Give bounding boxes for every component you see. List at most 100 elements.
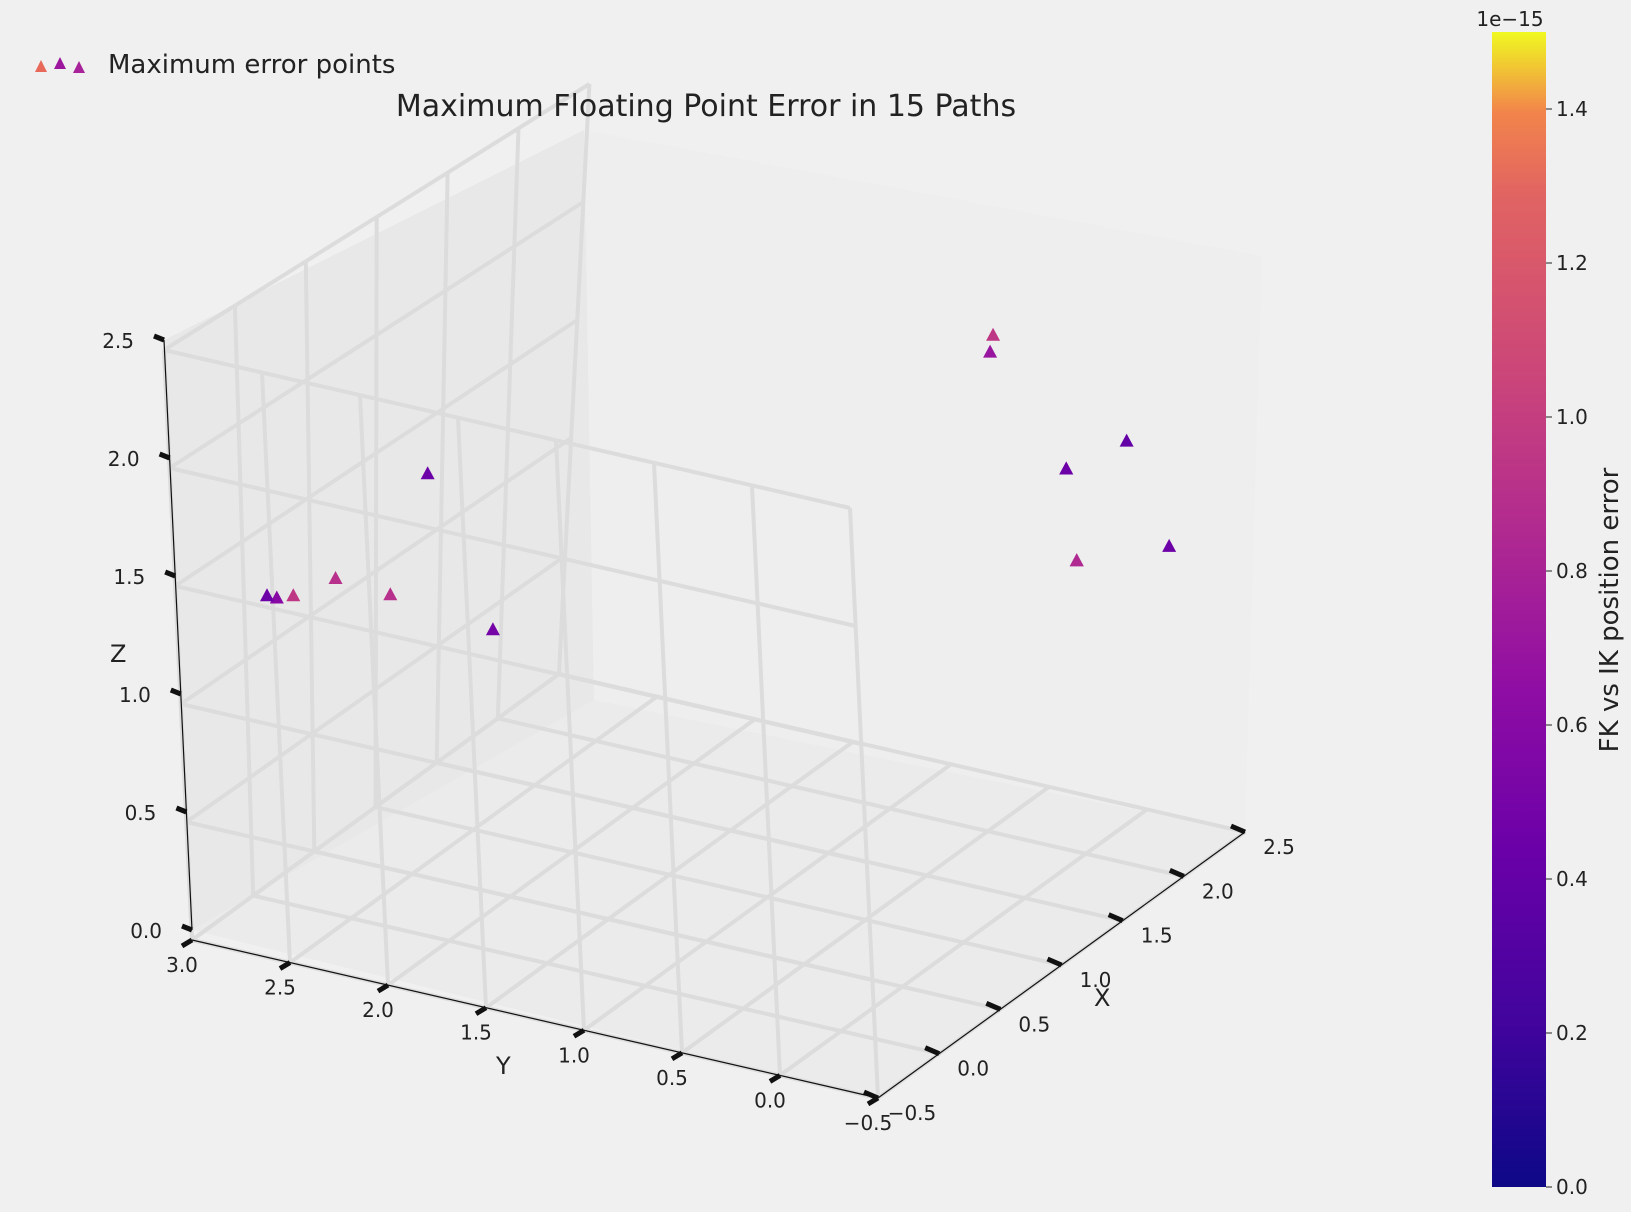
grid-floor-x bbox=[375, 805, 1062, 967]
x-axis-tick-label: 0.0 bbox=[957, 1057, 989, 1081]
z-axis-line bbox=[163, 339, 193, 931]
grid-back-z bbox=[179, 436, 573, 706]
z-axis-tick-label: 1.5 bbox=[113, 565, 145, 589]
z-axis-tick bbox=[169, 687, 182, 697]
data-point bbox=[986, 327, 1001, 341]
x-axis-tick bbox=[924, 1045, 941, 1056]
z-axis-tick-label: 2.5 bbox=[102, 329, 134, 353]
legend-marker-3 bbox=[73, 61, 85, 73]
z-axis-tick-label: 1.0 bbox=[119, 683, 151, 707]
axes-panes bbox=[164, 130, 1262, 1098]
grid-back-x bbox=[495, 128, 521, 719]
data-point bbox=[1119, 433, 1134, 447]
grid-left-z bbox=[174, 584, 862, 746]
legend-marker-2 bbox=[54, 57, 66, 69]
grid-floor-y bbox=[288, 694, 659, 965]
y-axis-tick-label: 2.0 bbox=[362, 998, 394, 1022]
grid-back-z bbox=[190, 672, 561, 942]
colorbar-tick-label: 0.6 bbox=[1556, 713, 1588, 737]
y-axis-tick-label: 1.5 bbox=[460, 1021, 492, 1045]
colorbar: 1e−15 0.0 0.2 0.4 0.6 0.8 1.0 1.2 1.4 FK vs IK … bbox=[1476, 7, 1625, 1199]
grid-back-z bbox=[168, 200, 585, 470]
z-axis-tick-label: 0.0 bbox=[130, 919, 162, 943]
y-axis-tick bbox=[376, 982, 390, 994]
grid-left-y bbox=[652, 462, 684, 1053]
y-axis-label: Y bbox=[495, 1052, 511, 1080]
grid-left-y bbox=[848, 507, 880, 1099]
grid-floor-x bbox=[497, 716, 1185, 879]
grid-back-z bbox=[162, 82, 591, 352]
y-axis-tick-label: −0.5 bbox=[844, 1111, 893, 1135]
grid-back-x bbox=[303, 261, 317, 852]
axis-ticks: −0.5 0.0 0.5 1.0 1.5 2.0 2.5 −0.5 0.0 0.5 1.0 1.5 2.… bbox=[102, 329, 1295, 1135]
y-axis-tick bbox=[866, 1095, 880, 1107]
grid-left-y bbox=[554, 440, 586, 1031]
grid-left-z bbox=[163, 348, 851, 510]
z-axis-label: Z bbox=[110, 640, 126, 668]
x-axis-tick bbox=[1046, 956, 1063, 968]
z-axis-tick-label: 2.0 bbox=[108, 447, 140, 471]
z-axis-tick bbox=[153, 333, 165, 343]
x-axis-label: X bbox=[1094, 984, 1110, 1012]
data-point bbox=[286, 588, 301, 602]
grid-left-z bbox=[169, 466, 857, 628]
grid-back-z bbox=[174, 318, 579, 588]
chart-title: Maximum Floating Point Error in 15 Paths bbox=[396, 89, 1016, 124]
data-point bbox=[1162, 538, 1177, 552]
grid-left-z bbox=[185, 820, 873, 982]
y-axis-tick bbox=[670, 1050, 684, 1062]
colorbar-gradient bbox=[1492, 32, 1546, 1187]
y-axis-tick-label: 3.0 bbox=[166, 953, 198, 977]
x-axis-tick bbox=[1168, 868, 1185, 879]
z-axis-tick bbox=[181, 923, 193, 933]
y-axis-tick-label: 1.0 bbox=[558, 1043, 590, 1067]
colorbar-tick-label: 1.2 bbox=[1556, 251, 1588, 275]
colorbar-tick-label: 1.4 bbox=[1556, 97, 1588, 121]
colorbar-tick-label: 0.0 bbox=[1556, 1175, 1588, 1199]
colorbar-tick-label: 0.8 bbox=[1556, 559, 1588, 583]
y-axis-tick-label: 2.5 bbox=[264, 976, 296, 1000]
back-pane bbox=[584, 130, 1262, 832]
x-axis-tick-label: 2.0 bbox=[1202, 879, 1234, 903]
colorbar-tick-label: 0.4 bbox=[1556, 867, 1588, 891]
z-axis-tick-label: 0.5 bbox=[125, 801, 157, 825]
y-axis-line bbox=[191, 939, 879, 1099]
colorbar-ticks: 0.0 0.2 0.4 0.6 0.8 1.0 1.2 1.4 bbox=[1546, 97, 1588, 1199]
y-axis-tick bbox=[572, 1028, 586, 1039]
colorbar-tick-label: 1.0 bbox=[1556, 405, 1588, 429]
grid-back-z bbox=[185, 554, 567, 824]
z-axis-tick bbox=[158, 451, 171, 461]
grid-left-z bbox=[180, 702, 868, 864]
x-axis-tick bbox=[985, 1001, 1002, 1012]
y-axis-tick bbox=[278, 960, 292, 971]
y-axis-tick-label: 0.5 bbox=[656, 1066, 688, 1090]
y-axis-tick bbox=[474, 1005, 488, 1016]
grid-floor-y bbox=[484, 740, 855, 1010]
data-point bbox=[260, 588, 275, 602]
x-axis-tick-label: 2.5 bbox=[1263, 835, 1295, 859]
data-point bbox=[383, 587, 398, 601]
data-point bbox=[328, 571, 343, 585]
y-axis-tick-label: 0.0 bbox=[754, 1088, 786, 1112]
data-point bbox=[1069, 553, 1084, 567]
x-axis-tick-label: −0.5 bbox=[888, 1101, 937, 1125]
grid-floor-y bbox=[778, 807, 1149, 1078]
y-axis-tick bbox=[180, 937, 194, 949]
legend-label: Maximum error points bbox=[108, 50, 395, 80]
grid-floor-x bbox=[252, 893, 940, 1056]
x-axis-tick-label: 1.5 bbox=[1141, 924, 1173, 948]
x-axis-tick bbox=[1230, 823, 1246, 835]
grid-left-y bbox=[260, 372, 292, 963]
data-points bbox=[260, 327, 1177, 636]
x-axis-tick bbox=[1107, 912, 1124, 923]
x-axis-tick-label: 1.0 bbox=[1080, 968, 1112, 992]
data-point bbox=[1059, 461, 1074, 475]
grid-floor-y bbox=[386, 717, 757, 987]
colorbar-scale-label: 1e−15 bbox=[1476, 7, 1543, 31]
colorbar-tick-label: 0.2 bbox=[1556, 1021, 1588, 1045]
z-axis-tick bbox=[164, 569, 177, 579]
colorbar-label: FK vs IK position error bbox=[1595, 467, 1625, 752]
grid-back-x bbox=[434, 172, 450, 763]
grid-left-y bbox=[456, 417, 488, 1008]
